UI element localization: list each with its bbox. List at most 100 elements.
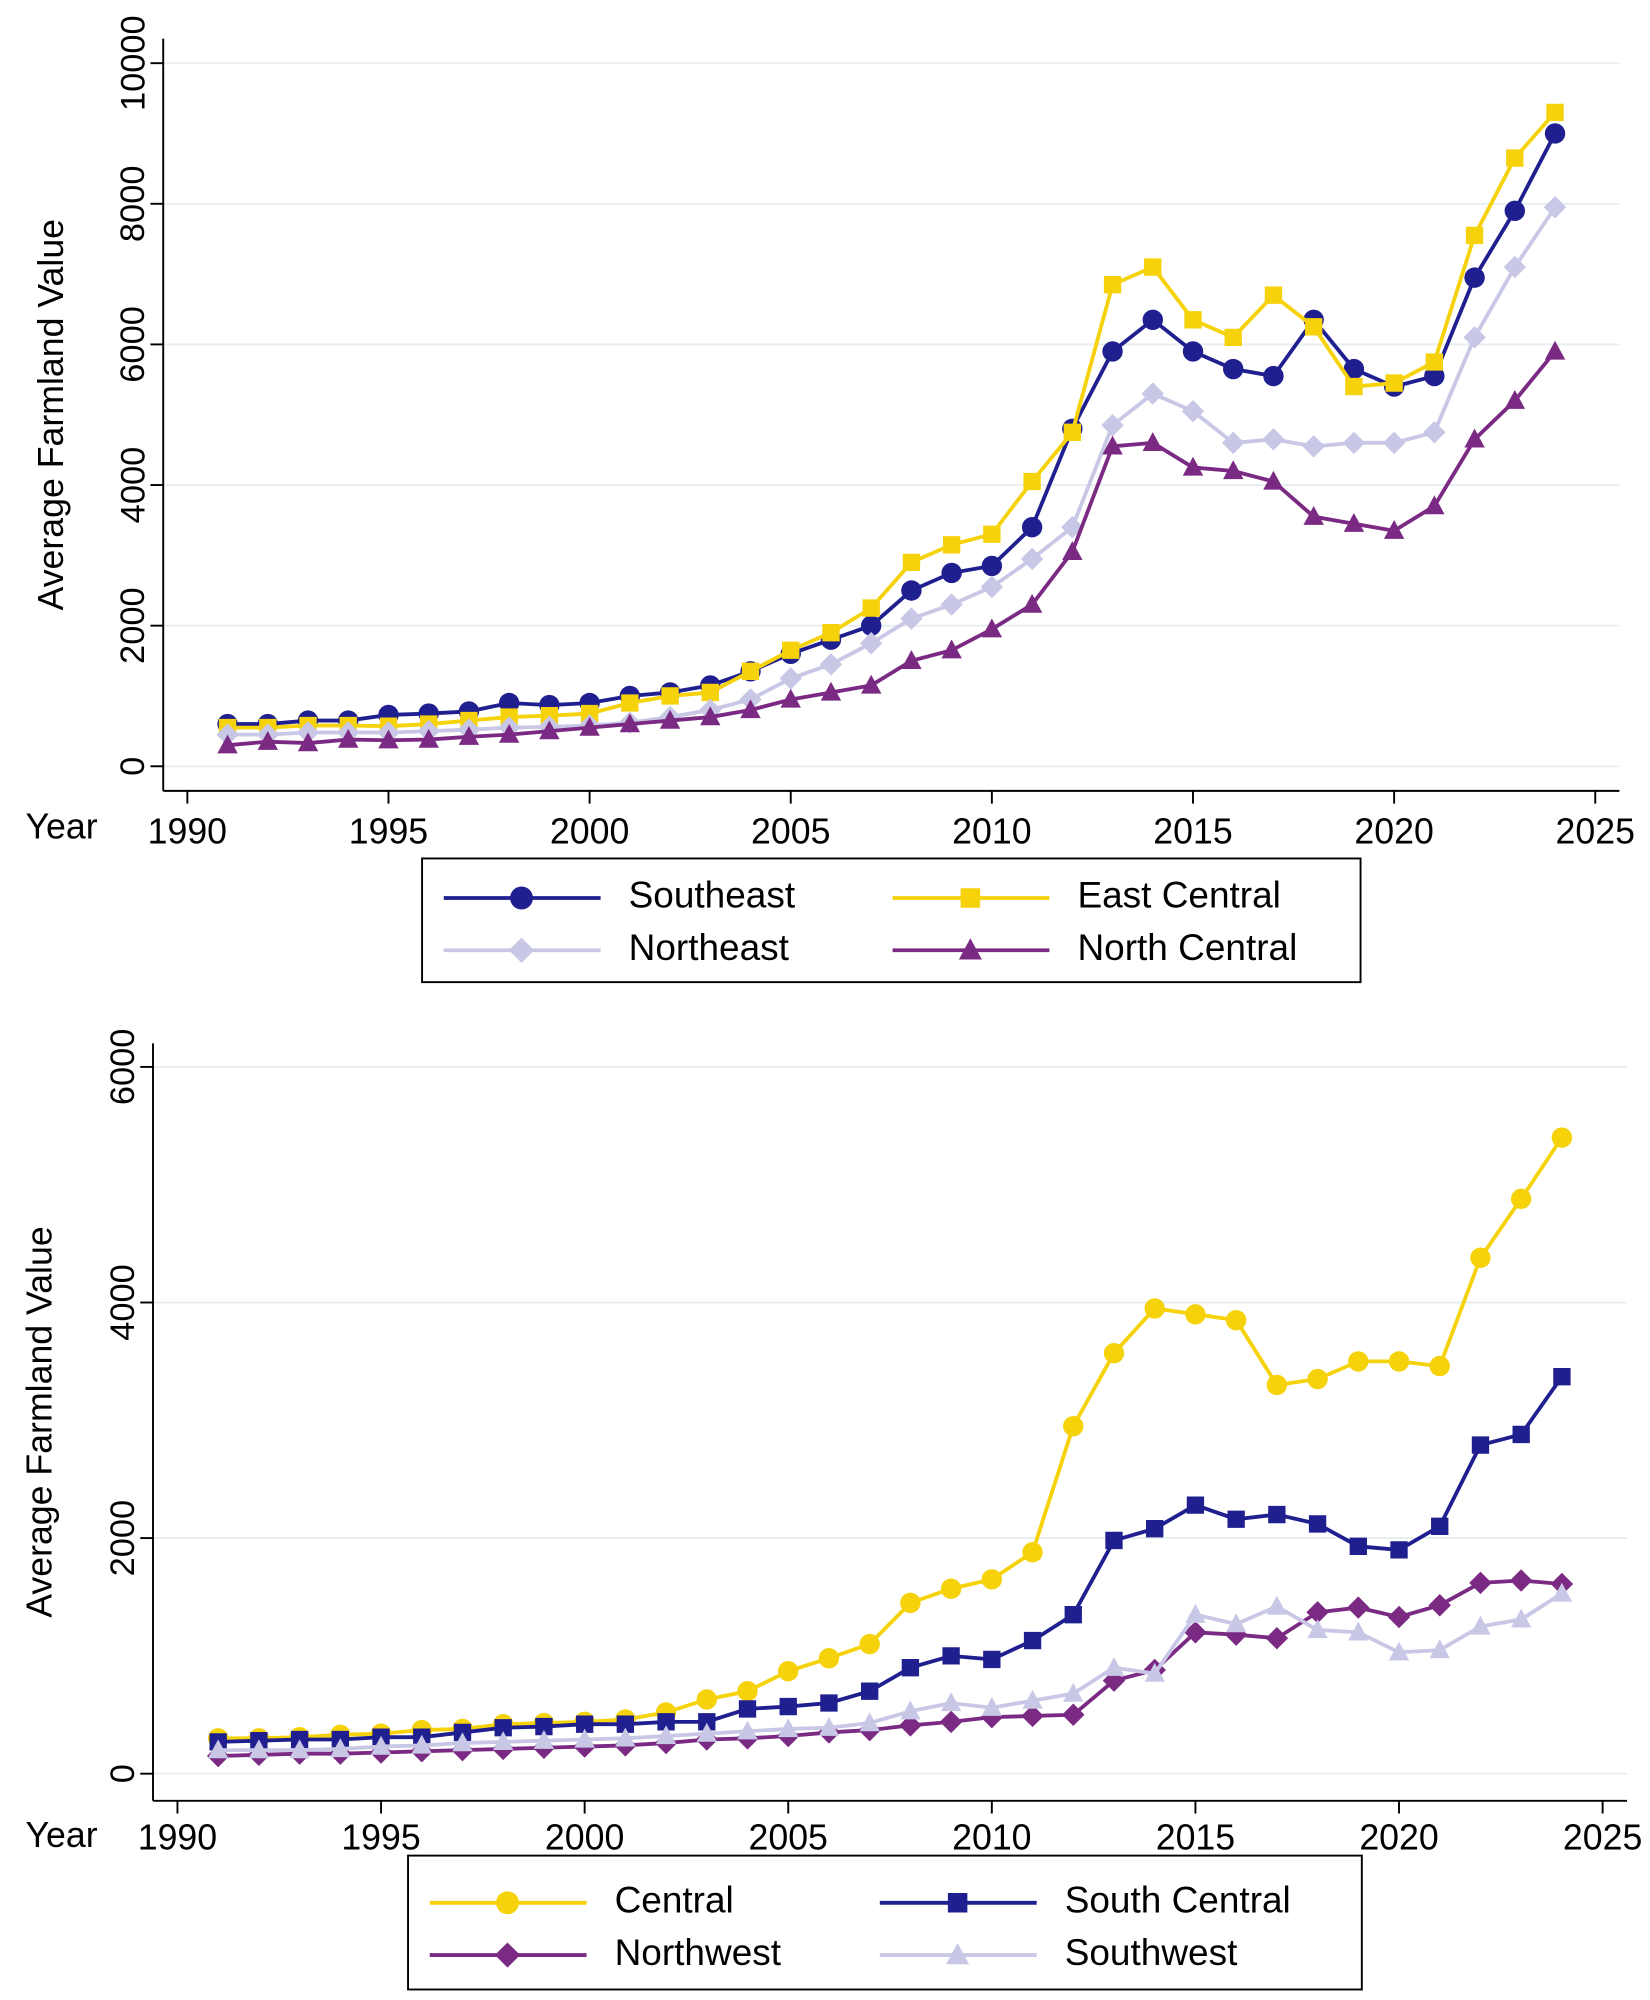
data-point: [1103, 1342, 1125, 1364]
data-point: [1551, 1127, 1573, 1148]
legend-box: [407, 1854, 1363, 1991]
data-point: [1544, 340, 1566, 360]
y-tick-label: 0: [114, 757, 152, 776]
data-point: [1021, 593, 1043, 613]
data-point: [370, 1735, 392, 1755]
data-point: [1186, 1496, 1205, 1514]
data-point: [859, 1633, 880, 1655]
data-point: [1062, 541, 1083, 560]
data-point: [940, 1692, 962, 1712]
data-point: [860, 615, 882, 636]
y-axis-title: Average Farmland Value: [20, 1226, 60, 1617]
series-line: [218, 1136, 1564, 1741]
data-point: [1342, 431, 1366, 455]
data-point: [819, 653, 843, 676]
y-tick-label: 4000: [104, 1264, 142, 1341]
data-point: [289, 1739, 310, 1759]
x-tick-label: 2010: [952, 812, 1031, 852]
data-point: [1182, 341, 1204, 362]
data-point: [778, 1718, 799, 1738]
data-point: [941, 639, 962, 659]
data-point: [1063, 1682, 1084, 1702]
data-point: [540, 706, 559, 725]
legend-marker: [496, 1891, 519, 1915]
data-point: [778, 1660, 799, 1682]
legend-label: Southwest: [1065, 1932, 1238, 1973]
data-point: [981, 618, 1003, 638]
x-tick-label: 1990: [138, 1818, 217, 1858]
data-point: [1224, 328, 1242, 347]
data-point: [738, 1700, 757, 1718]
series-line: [227, 132, 1557, 726]
data-point: [942, 1647, 960, 1665]
data-point: [458, 726, 480, 745]
x-tick-label: 2005: [751, 812, 830, 852]
data-point: [1431, 1517, 1449, 1535]
data-point: [861, 1682, 879, 1700]
data-point: [1343, 358, 1365, 380]
data-point: [1390, 1541, 1408, 1559]
data-point: [1308, 1515, 1327, 1533]
series-line: [218, 1375, 1564, 1744]
data-point: [1023, 472, 1041, 491]
data-point: [1144, 1298, 1165, 1319]
data-point: [1425, 353, 1444, 371]
data-point: [1385, 374, 1403, 392]
y-tick-label: 2000: [104, 1500, 142, 1577]
data-point: [657, 1713, 675, 1731]
data-point: [859, 1712, 880, 1732]
data-point: [659, 709, 681, 729]
data-point: [818, 1648, 840, 1669]
data-point: [737, 1720, 758, 1740]
legend-marker: [946, 1943, 970, 1965]
data-point: [621, 694, 639, 712]
y-tick-label: 6000: [114, 306, 152, 383]
legend-marker: [960, 888, 981, 908]
data-point: [1503, 255, 1527, 279]
data-point: [741, 662, 760, 681]
data-point: [779, 1697, 797, 1716]
legend-marker: [958, 938, 982, 960]
legend-label: Northwest: [615, 1932, 781, 1973]
data-point: [859, 632, 883, 655]
data-point: [1348, 1621, 1369, 1641]
x-axis-title: Year: [26, 807, 98, 847]
y-tick-label: 0: [104, 1764, 142, 1783]
data-point: [901, 650, 922, 669]
y-tick-label: 4000: [114, 447, 152, 524]
x-tick-label: 1995: [341, 1818, 420, 1858]
data-point: [579, 716, 600, 736]
data-point: [1142, 432, 1163, 452]
data-point: [494, 1719, 512, 1737]
data-point: [207, 1739, 229, 1759]
data-point: [696, 1722, 717, 1742]
x-tick-label: 2015: [1156, 1818, 1235, 1858]
data-point: [1263, 365, 1284, 387]
data-point: [981, 1697, 1003, 1716]
data-point: [1264, 286, 1283, 304]
y-tick-label: 2000: [114, 587, 152, 664]
data-point: [1142, 309, 1163, 331]
data-point: [1105, 1531, 1123, 1550]
data-point: [1262, 428, 1285, 451]
data-point: [297, 732, 319, 752]
legend-box: [421, 857, 1362, 984]
legend-marker: [947, 1893, 968, 1913]
data-point: [1266, 1595, 1288, 1615]
x-tick-label: 2020: [1359, 1818, 1438, 1858]
legend-label: Southeast: [629, 875, 796, 916]
data-point: [498, 692, 520, 714]
data-point: [533, 1729, 555, 1749]
data-point: [1546, 103, 1564, 122]
data-point: [1469, 1571, 1492, 1595]
data-point: [698, 1713, 716, 1731]
data-point: [248, 1739, 270, 1759]
data-point: [900, 607, 923, 630]
x-tick-label: 2020: [1354, 812, 1433, 852]
data-point: [1343, 512, 1365, 532]
data-point: [1504, 200, 1526, 222]
data-point: [619, 713, 641, 733]
data-point: [1504, 389, 1526, 409]
series-line: [218, 1591, 1563, 1753]
